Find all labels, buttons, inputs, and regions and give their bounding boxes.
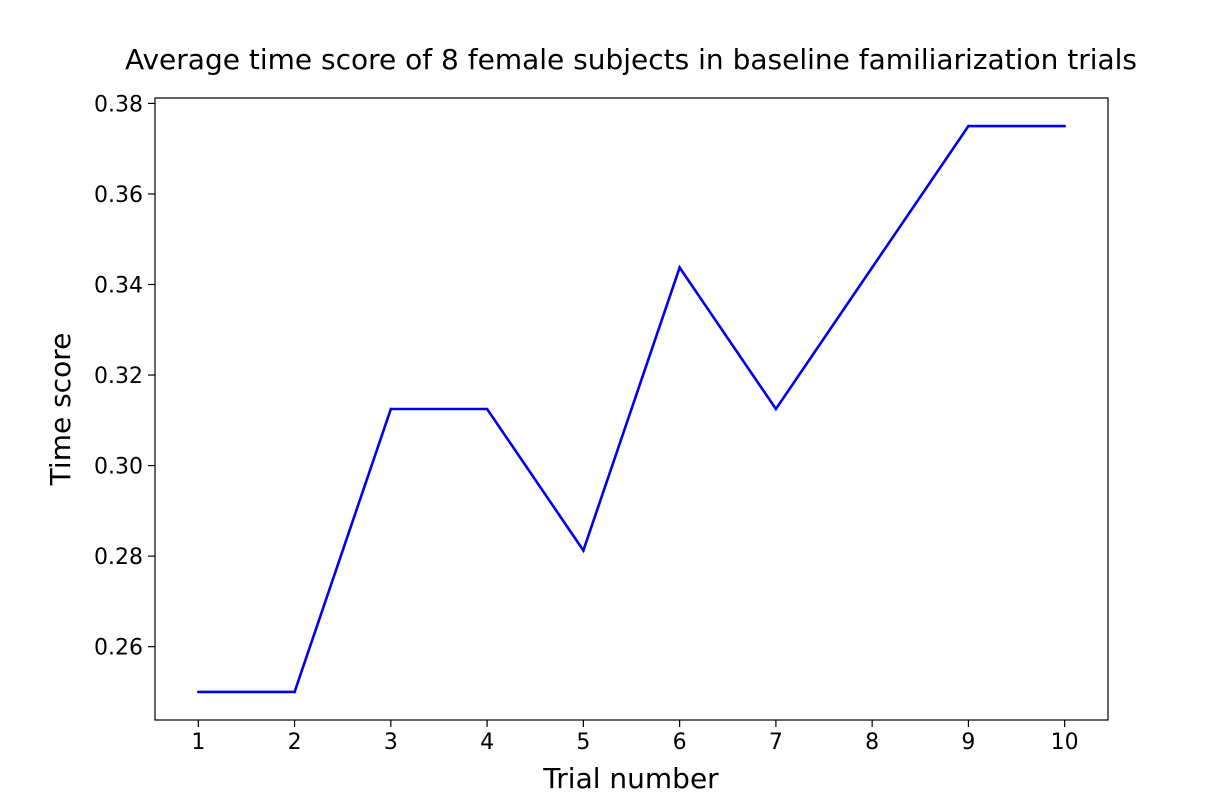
data-point [389,407,393,411]
plot-area [154,97,1109,721]
data-point [678,266,681,269]
data-point [293,690,296,694]
y-tick-label: 0.34 [94,274,143,299]
y-axis-label: Time score [44,333,77,487]
data-point [774,407,778,411]
x-tick-label: 1 [191,730,205,755]
y-tick-label: 0.32 [94,364,143,389]
data-point [967,124,970,128]
x-tick-label: 8 [865,730,879,755]
data-point [870,266,874,269]
data-point [485,407,489,411]
x-tick-label: 9 [961,730,975,755]
x-tick-label: 5 [576,730,590,755]
x-axis-label: Trial number [542,762,719,795]
x-tick-label: 10 [1051,730,1079,755]
data-point [582,549,585,552]
y-tick-label: 0.28 [94,545,143,570]
x-tick-label: 7 [769,730,783,755]
x-tick-label: 6 [673,730,687,755]
chart-title: Average time score of 8 female subjects … [125,43,1137,76]
x-tick-label: 3 [384,730,398,755]
x-axis: 1 2 3 4 5 6 7 8 9 10 [191,720,1079,755]
y-tick-label: 0.26 [94,636,143,661]
y-tick-label: 0.36 [94,183,143,208]
y-tick-label: 0.30 [94,455,143,480]
x-tick-label: 2 [288,730,302,755]
x-tick-label: 4 [480,730,494,755]
series-line-0 [198,124,1065,694]
data-point [1063,124,1066,128]
series-layer [197,124,1066,694]
y-tick-label: 0.38 [94,92,143,117]
data-point [197,690,200,694]
y-axis: 0.26 0.28 0.30 0.32 0.34 0.36 0.38 [94,92,155,661]
